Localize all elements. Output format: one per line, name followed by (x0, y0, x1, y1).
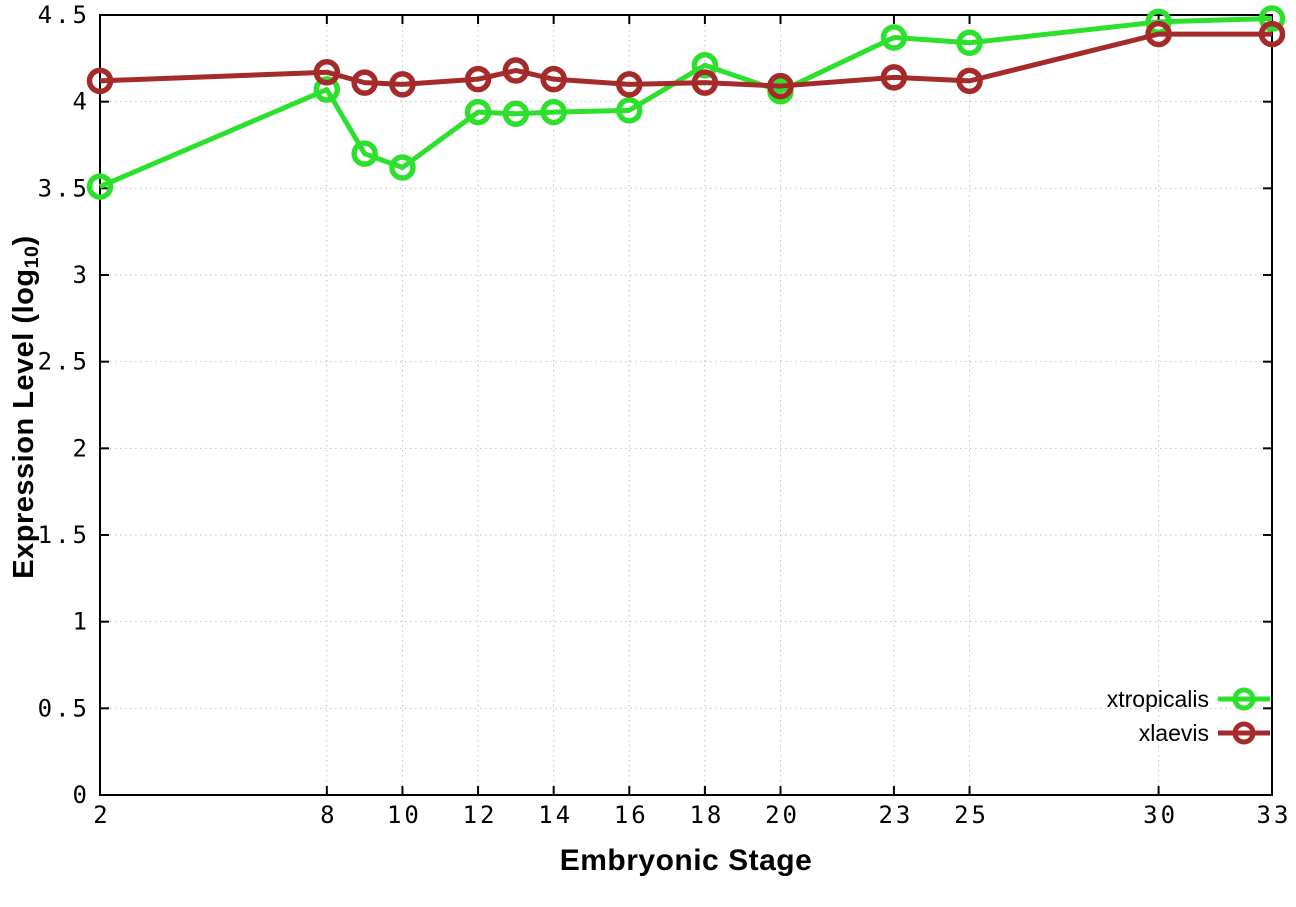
x-tick-label: 33 (1257, 801, 1292, 829)
series-xlaevis-point (1145, 20, 1172, 48)
series-xlaevis-point (616, 71, 643, 98)
x-tick-label: 25 (954, 801, 989, 829)
series-xlaevis-point (313, 58, 341, 86)
y-tick-label: 4 (73, 88, 90, 116)
series-xtropicalis-point (691, 52, 719, 79)
series-xtropicalis-point (616, 97, 643, 124)
y-tick-label: 3 (73, 261, 90, 289)
series-xtropicalis-point (880, 24, 908, 51)
y-tick-label: 4.5 (38, 1, 90, 29)
y-tick-label: 2.5 (38, 348, 90, 376)
y-axis-title-text: Expression Level (log (8, 268, 40, 579)
legend-item-xlaevis: xlaevis (1107, 716, 1270, 750)
x-tick-label: 12 (463, 801, 498, 829)
y-tick-label: 0 (73, 781, 90, 809)
y-tick-label: 1 (73, 608, 90, 636)
y-tick-label: 0.5 (38, 694, 90, 722)
legend-label: xtropicalis (1106, 685, 1209, 712)
x-tick-label: 16 (614, 801, 649, 829)
legend: xtropicalis xlaevis (1107, 682, 1270, 750)
series-xlaevis-point (540, 65, 567, 93)
legend-marker-icon (1218, 721, 1270, 745)
y-tick-label: 3.5 (38, 174, 90, 202)
series-xtropicalis-point (540, 98, 567, 126)
series-xtropicalis-point (313, 76, 341, 103)
series-xtropicalis-point (86, 173, 114, 200)
series-xlaevis-point (880, 64, 908, 91)
x-tick-label: 10 (387, 801, 422, 829)
x-tick-label: 2 (93, 801, 110, 829)
series-xtropicalis-point (502, 100, 530, 128)
series-xlaevis-point (464, 65, 492, 93)
series-xtropicalis-point (464, 98, 492, 126)
x-tick-label: 14 (538, 801, 573, 829)
x-tick-label: 30 (1143, 801, 1178, 829)
x-tick-label: 18 (689, 801, 724, 829)
y-tick-label: 1.5 (38, 521, 90, 549)
y-axis-title-subscript: 10 (20, 245, 43, 269)
series-xtropicalis-point (351, 140, 378, 167)
y-axis-title: Expression Level (log10) (4, 17, 44, 797)
plot-border (99, 14, 1273, 796)
legend-label: xlaevis (1138, 719, 1209, 746)
series-xlaevis-point (1258, 20, 1286, 48)
x-tick-label: 8 (320, 801, 337, 829)
x-tick-label: 23 (878, 801, 913, 829)
series-xlaevis-point (767, 72, 794, 100)
series-xlaevis-point (389, 71, 416, 98)
series-xlaevis-point (86, 67, 114, 95)
series-xtropicalis-line (99, 15, 1273, 189)
legend-marker-icon (1218, 687, 1270, 711)
x-axis-title: Embryonic Stage (559, 844, 813, 877)
series-xtropicalis-point (956, 29, 983, 56)
legend-item-xtropicalis: xtropicalis (1107, 682, 1270, 716)
series-xtropicalis-point (1258, 5, 1286, 32)
series-xlaevis-point (502, 57, 530, 84)
x-tick-label: 20 (765, 801, 800, 829)
series-xlaevis-point (691, 69, 719, 96)
series-xtropicalis-point (389, 154, 416, 181)
y-tick-label: 2 (73, 434, 90, 462)
y-axis-title-suffix: ) (8, 235, 40, 246)
series-xlaevis-point (956, 67, 983, 95)
series-xlaevis-point (351, 69, 378, 96)
